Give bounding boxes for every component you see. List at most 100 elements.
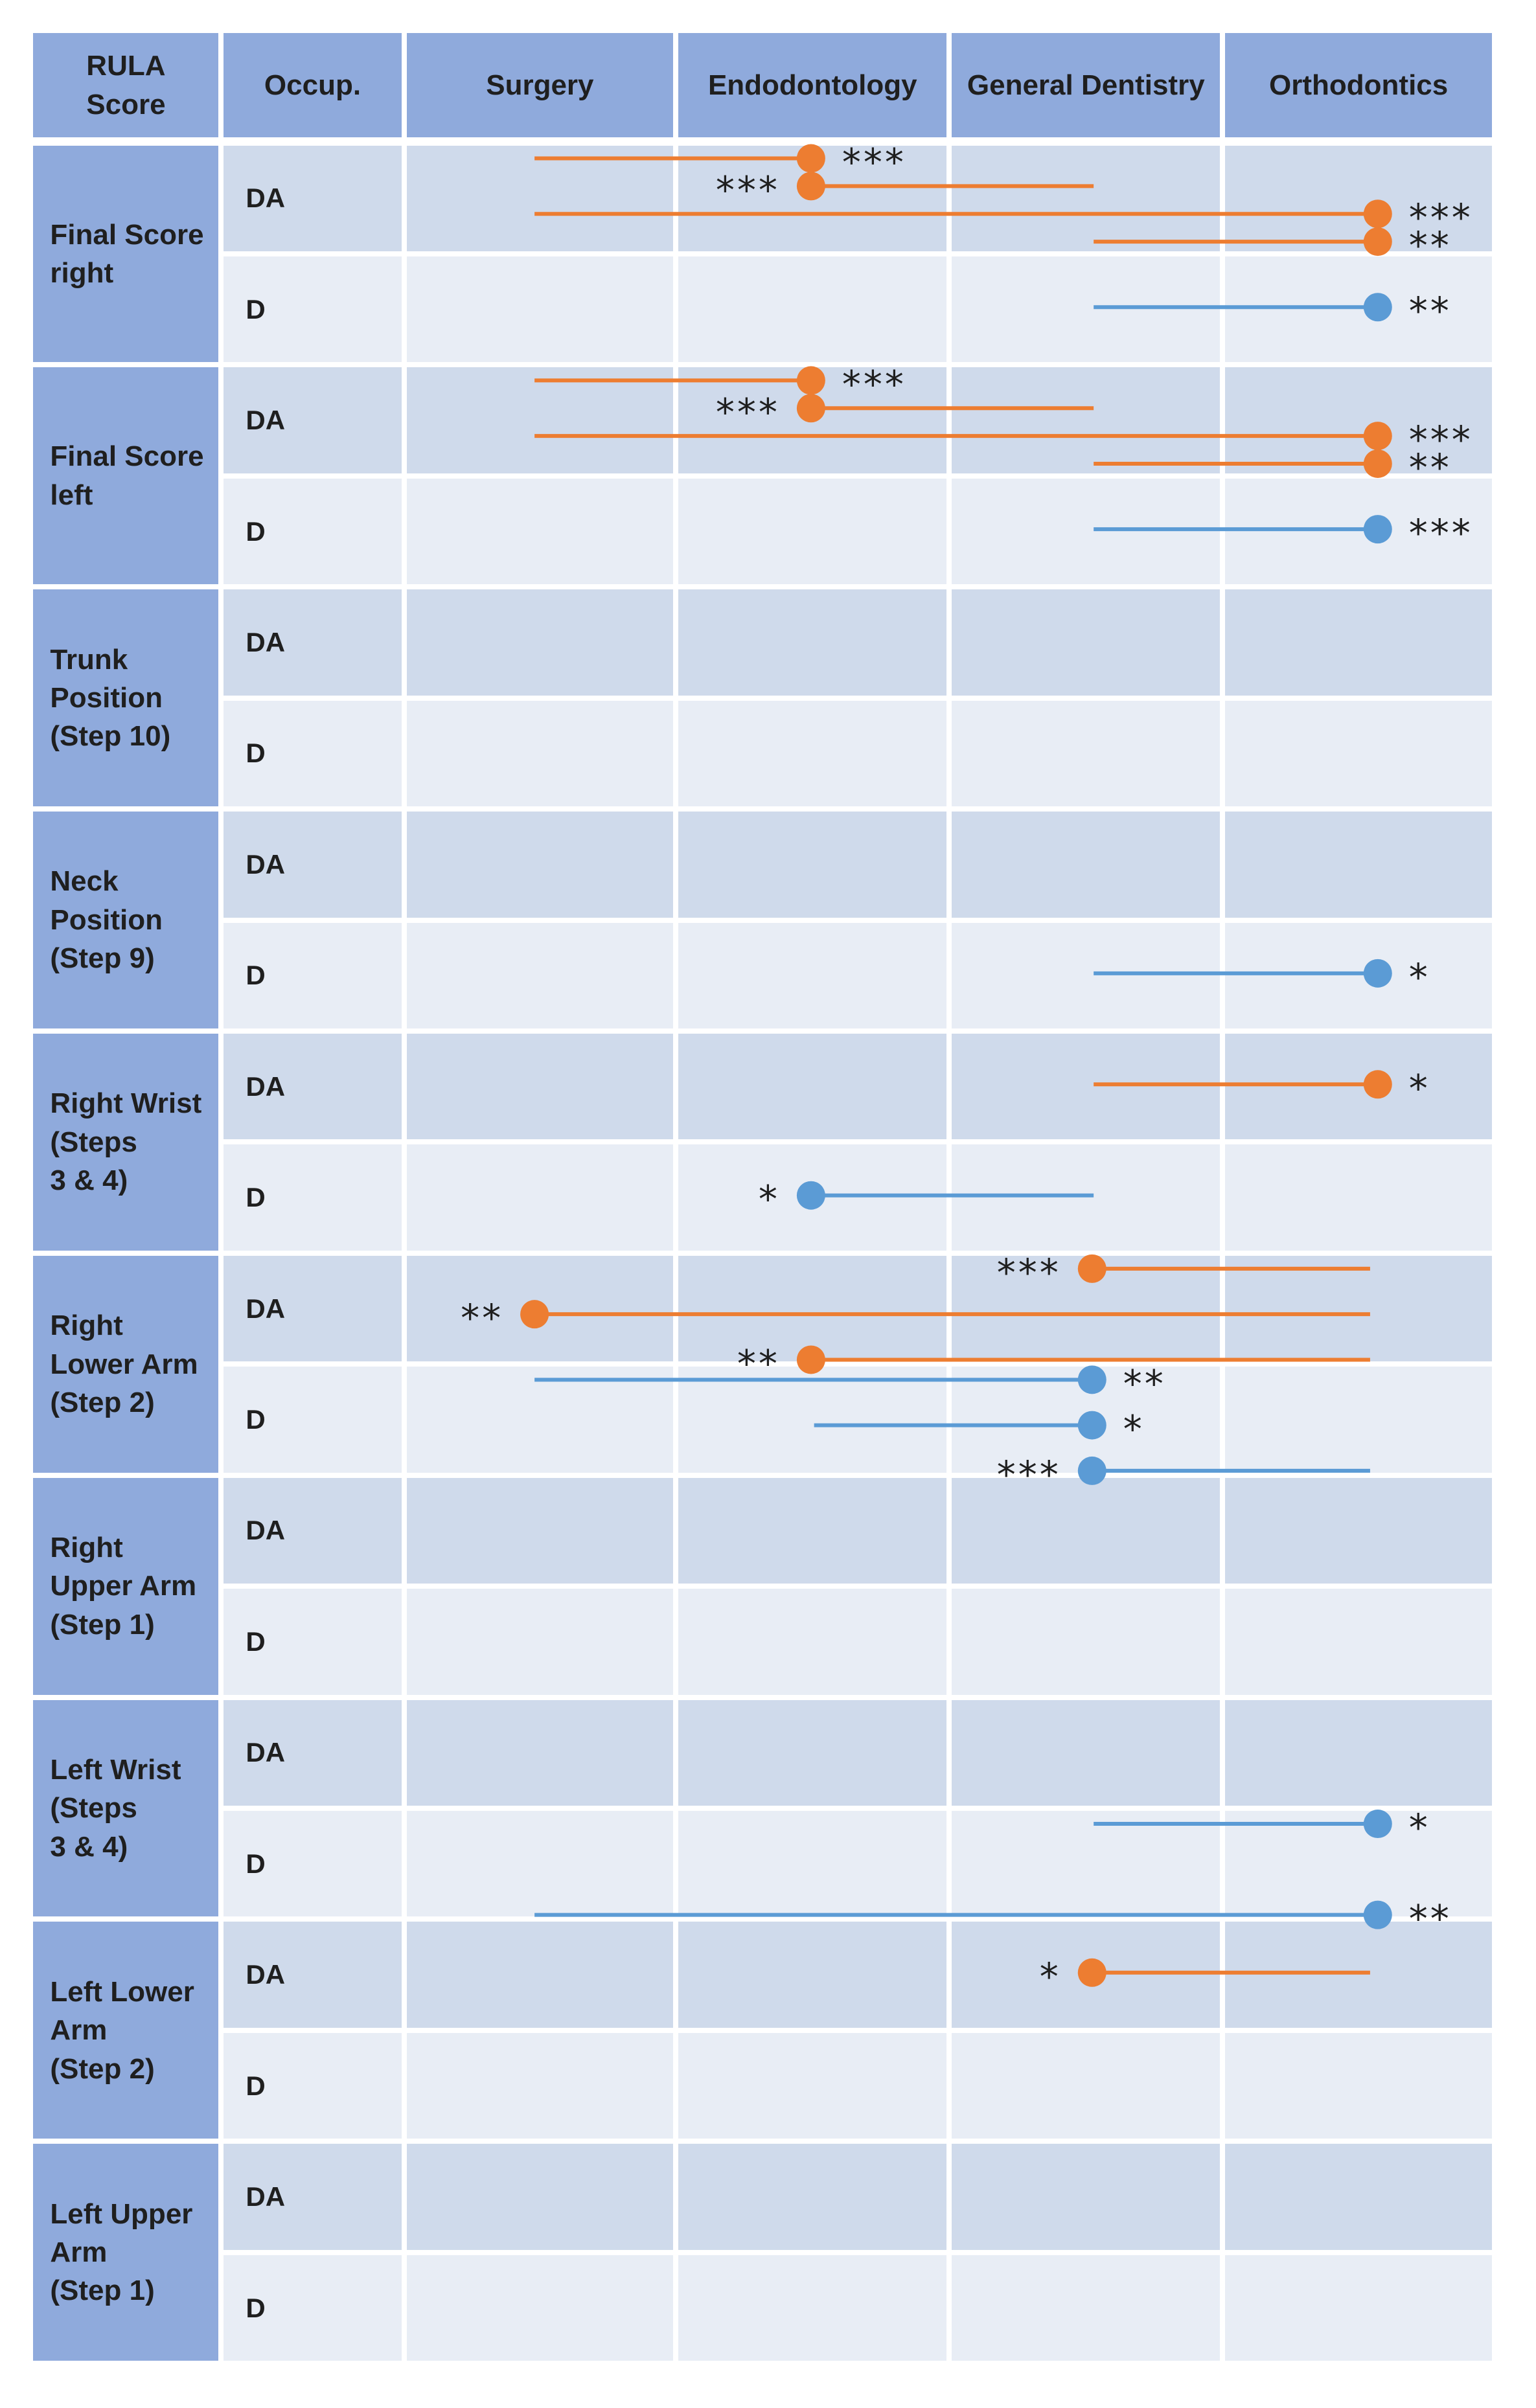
data-cell (676, 1808, 950, 1920)
significance-stars: ** (1409, 223, 1452, 267)
significance-stars: *** (997, 1453, 1061, 1497)
data-cell (949, 365, 1223, 476)
data-cell (404, 809, 676, 920)
header-endodontology: Endodontology (676, 30, 950, 140)
comparison-dot (796, 394, 825, 423)
data-cell (1222, 142, 1495, 254)
significance-stars: ** (1409, 446, 1452, 490)
significance-stars: * (759, 1177, 780, 1221)
data-cell (1222, 2030, 1495, 2142)
comparison-21: * (1040, 1955, 1370, 1999)
data-cell (1222, 365, 1495, 476)
group-label: Neck Position (Step 9) (30, 809, 222, 1031)
data-cell (1222, 1364, 1495, 1475)
occupation-cell-da-label: DA (246, 1293, 286, 1324)
data-cell (404, 1919, 676, 2030)
occupation-cell-da: DA (221, 587, 404, 698)
group-label-label: Final Score right (50, 218, 204, 289)
data-cell (1222, 2141, 1495, 2253)
data-cell (949, 253, 1223, 365)
data-cell (676, 475, 950, 587)
group-label: Right Lower Arm (Step 2) (30, 1253, 222, 1475)
data-cell (404, 1475, 676, 1587)
comparison-11: * (1094, 1066, 1428, 1110)
occupation-cell-da-label: DA (246, 848, 286, 880)
occupation-cell-d-label: D (246, 293, 266, 324)
data-cell (1222, 1031, 1495, 1142)
comparison-dot (1363, 1070, 1392, 1099)
data-cell (676, 2141, 950, 2253)
occupation-cell-da-label: DA (246, 1515, 286, 1546)
occupation-cell-d-label: D (246, 2070, 266, 2101)
comparison-dot (796, 1181, 825, 1210)
comparison-13: *** (997, 1251, 1370, 1295)
significance-stars: * (1123, 1407, 1145, 1451)
data-cell (949, 475, 1223, 587)
data-cell (1222, 253, 1495, 365)
data-cell (949, 587, 1223, 698)
header-surgery: Surgery (404, 30, 676, 140)
occupation-cell-da: DA (221, 1697, 404, 1809)
data-cell (404, 142, 676, 254)
comparison-dot (796, 366, 825, 395)
header-endodontology-label: Endodontology (707, 69, 917, 101)
comparison-dot (1363, 959, 1392, 988)
comparison-dot (1077, 1958, 1106, 1987)
occupation-cell-da-label: DA (246, 1959, 286, 1990)
occupation-cell-da: DA (221, 365, 404, 476)
group-label-label: Left Lower Arm (Step 2) (50, 1975, 194, 2085)
comparison-dot (796, 172, 825, 201)
data-cell (676, 2030, 950, 2142)
significance-stars: *** (716, 390, 780, 434)
comparison-14: ** (461, 1296, 1370, 1340)
occupation-cell-da: DA (221, 1031, 404, 1142)
data-cell (404, 1031, 676, 1142)
significance-stars: *** (997, 1251, 1061, 1295)
significance-stars: ** (461, 1296, 503, 1340)
data-cell (1222, 1586, 1495, 1698)
data-cell (949, 920, 1223, 1031)
header-rula-score: RULA Score (30, 30, 222, 140)
comparison-4: ** (1094, 289, 1452, 333)
comparison-5: *** (534, 362, 904, 406)
group-label-label: Final Score left (50, 440, 204, 511)
significance-stars: ** (1409, 289, 1452, 333)
data-cell (949, 142, 1223, 254)
significance-stars: * (1409, 955, 1430, 999)
occupation-cell-d-label: D (246, 1848, 266, 1879)
significance-stars: ** (1123, 1361, 1166, 1405)
comparison-dot (1363, 449, 1392, 478)
data-cell (949, 809, 1223, 920)
data-cell (949, 698, 1223, 810)
occupation-cell-d: D (221, 2252, 404, 2364)
data-cell (949, 2141, 1223, 2253)
occupation-cell-da-label: DA (246, 2181, 286, 2212)
occupation-cell-da: DA (221, 809, 404, 920)
data-cell (949, 1031, 1223, 1142)
data-cell (949, 1808, 1223, 1920)
occupation-cell-da-label: DA (246, 183, 286, 214)
data-cell (949, 1142, 1223, 1253)
significance-stars: *** (1409, 511, 1473, 555)
occupation-cell-d-label: D (246, 960, 266, 991)
comparison-dot (1077, 1456, 1106, 1485)
data-cell (1222, 1919, 1495, 2030)
data-cell (676, 2252, 950, 2364)
data-cell (949, 1697, 1223, 1809)
group-label-label: Right Wrist (Steps 3 & 4) (50, 1087, 202, 1197)
significance-stars: *** (1409, 196, 1473, 240)
occupation-cell-d: D (221, 920, 404, 1031)
group-label: Left Wrist (Steps 3 & 4) (30, 1697, 222, 1920)
comparison-dot (1363, 422, 1392, 451)
header-orthodontics-label: Orthodontics (1269, 69, 1449, 101)
occupation-cell-d: D (221, 1586, 404, 1698)
occupation-cell-d-label: D (246, 738, 266, 769)
data-cell (1222, 587, 1495, 698)
comparison-0: *** (534, 141, 906, 185)
data-cell (676, 920, 950, 1031)
occupation-cell-d-label: D (246, 516, 266, 547)
significance-stars: *** (842, 141, 906, 185)
data-cell (1222, 1475, 1495, 1587)
group-label-label: Neck Position (Step 9) (50, 865, 163, 975)
occupation-cell-da-label: DA (246, 405, 286, 436)
